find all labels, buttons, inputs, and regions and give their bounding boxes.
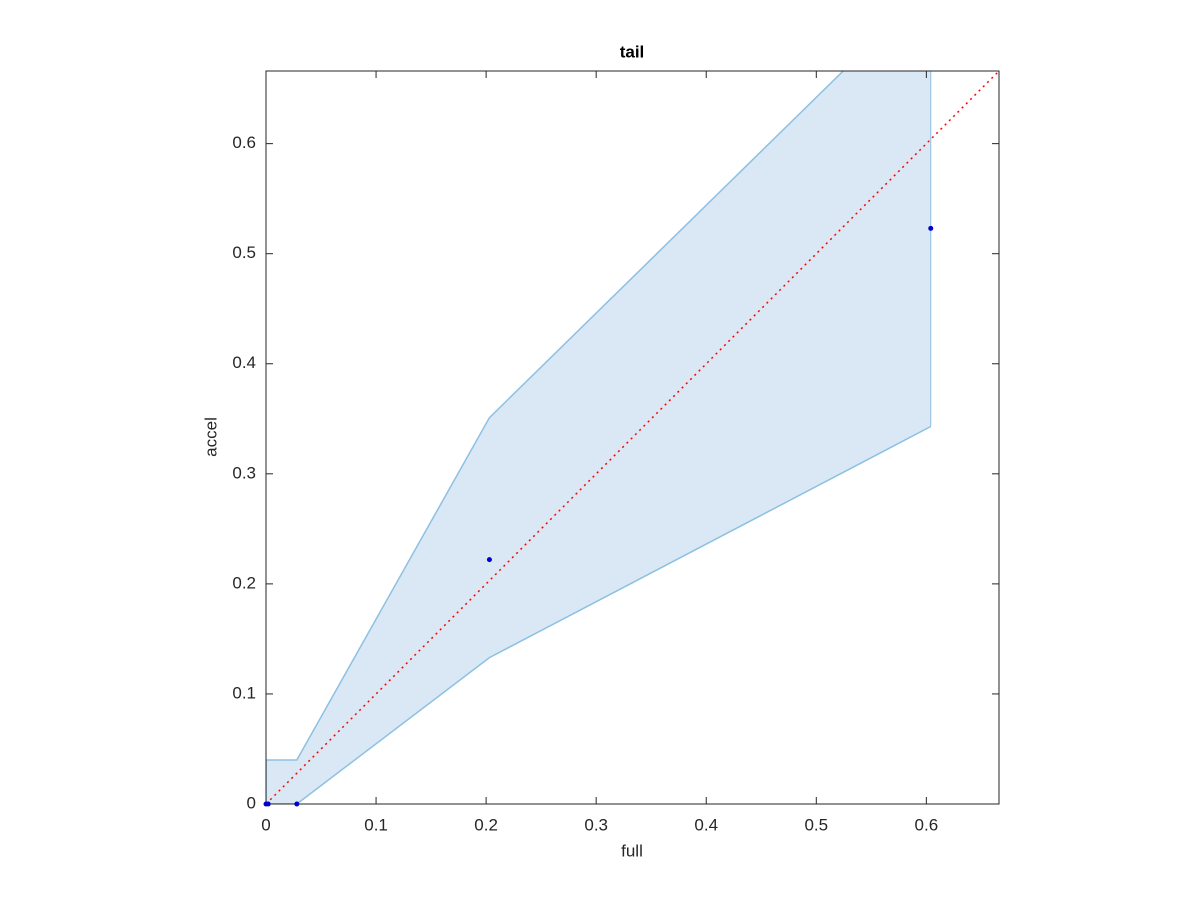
y-tick-label: 0.2 (232, 573, 256, 592)
y-tick-label: 0.1 (232, 683, 256, 702)
y-tick-label: 0.5 (232, 243, 256, 262)
x-tick-label: 0.6 (915, 815, 939, 834)
y-tick-label: 0 (247, 793, 256, 812)
x-tick-label: 0 (261, 815, 270, 834)
y-axis-label: accel (201, 417, 220, 457)
data-point (265, 801, 271, 807)
axes-box (265, 70, 1000, 805)
band-fill (266, 71, 931, 804)
data-point (486, 557, 492, 563)
data-point (928, 225, 934, 231)
x-tick-label: 0.3 (584, 815, 608, 834)
x-tick-label: 0.2 (474, 815, 498, 834)
y-tick-label: 0.6 (232, 133, 256, 152)
x-axis-label: full (621, 841, 643, 860)
x-tick-label: 0.1 (364, 815, 388, 834)
x-tick-label: 0.5 (804, 815, 828, 834)
y-tick-label: 0.4 (232, 353, 256, 372)
plot-area (266, 71, 999, 804)
chart-title: tail (620, 42, 645, 61)
band-lower-edge (266, 425, 932, 804)
band-upper-edge (266, 71, 845, 761)
y-tick-label: 0.3 (232, 463, 256, 482)
data-point (294, 801, 300, 807)
x-tick-label: 0.4 (694, 815, 718, 834)
